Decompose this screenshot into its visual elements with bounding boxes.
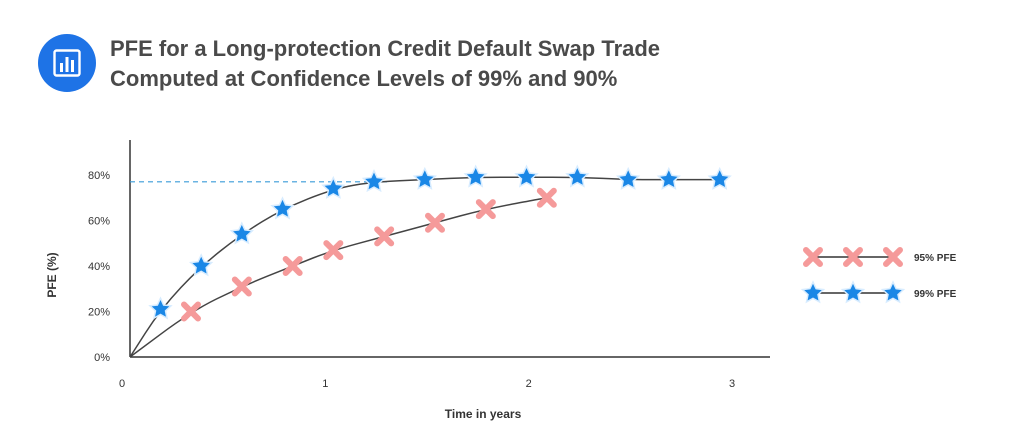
series-99-point xyxy=(565,164,590,188)
series-95-point xyxy=(323,240,344,261)
title-line-2: Computed at Confidence Levels of 99% and… xyxy=(110,66,618,91)
legend-99-marker xyxy=(840,280,866,304)
legend-99-marker xyxy=(800,280,826,304)
series-95-curve xyxy=(129,197,548,358)
series-99-point xyxy=(189,253,214,277)
x-tick-label: 1 xyxy=(322,378,328,390)
series-99-point xyxy=(656,166,681,190)
y-tick-label: 60% xyxy=(88,216,110,228)
y-tick-label: 20% xyxy=(88,307,110,319)
series-99-point xyxy=(707,166,732,190)
legend-95-marker xyxy=(843,247,863,267)
legend-95-label: 95% PFE xyxy=(914,253,957,264)
series-95-point xyxy=(374,226,395,247)
legend-95-marker xyxy=(803,247,823,267)
x-tick-labels: 0 1 2 3 xyxy=(119,378,735,390)
series-95-point xyxy=(231,276,252,297)
series-99-point xyxy=(412,166,437,190)
series-99-point xyxy=(361,168,387,193)
legend: 95% PFE 99% PFE xyxy=(800,247,957,304)
x-tick-label: 3 xyxy=(729,378,735,390)
series-99-point xyxy=(229,221,254,245)
legend-99-marker xyxy=(880,280,906,304)
series-99-point xyxy=(148,296,173,320)
y-tick-label: 0% xyxy=(94,352,110,364)
x-tick-label: 2 xyxy=(526,378,532,390)
series-95-point xyxy=(425,212,445,233)
series-95-point xyxy=(282,256,303,276)
series-95-point xyxy=(536,187,557,208)
series-99-point xyxy=(321,175,346,199)
series-99-point xyxy=(270,196,295,220)
bar-chart-icon xyxy=(38,34,96,92)
chart-title: PFE for a Long-protection Credit Default… xyxy=(110,34,660,94)
series-99-point xyxy=(616,166,641,190)
series-95-point xyxy=(181,301,201,322)
series-99-point xyxy=(463,164,488,188)
chart-header: PFE for a Long-protection Credit Default… xyxy=(32,24,792,104)
x-tick-label: 0 xyxy=(119,378,125,390)
series-95-point xyxy=(475,199,496,220)
y-axis-label: PFE (%) xyxy=(45,252,59,297)
x-axis-label: Time in years xyxy=(445,407,522,421)
series-99-point xyxy=(514,164,539,188)
y-tick-label: 80% xyxy=(88,170,110,182)
y-tick-labels: 0% 20% 40% 60% 80% xyxy=(88,170,110,364)
series-layer xyxy=(129,164,732,358)
title-line-1: PFE for a Long-protection Credit Default… xyxy=(110,36,661,61)
y-tick-label: 40% xyxy=(88,261,110,273)
legend-99-label: 99% PFE xyxy=(914,289,957,300)
legend-95-marker xyxy=(883,247,903,267)
series-99-curve xyxy=(129,176,721,358)
